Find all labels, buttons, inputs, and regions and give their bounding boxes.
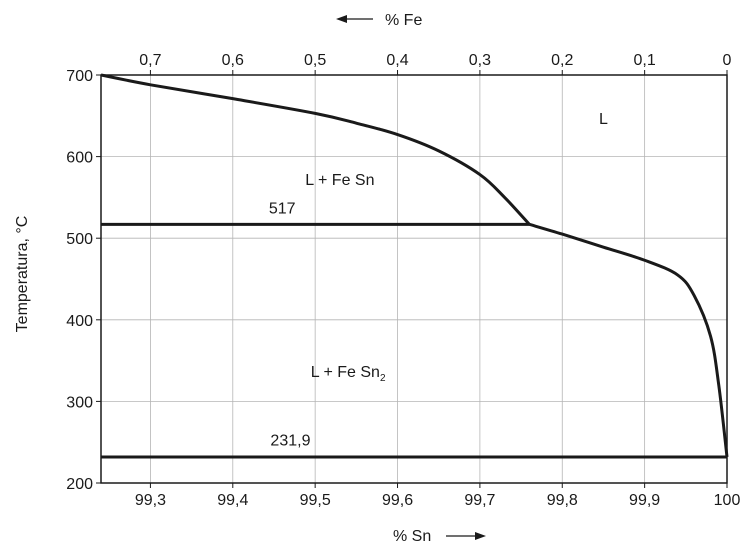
sn-direction-arrow-head: [475, 532, 486, 540]
x-tick-label: 100: [714, 492, 741, 509]
x-tick-label: 99,3: [135, 492, 166, 509]
x-tick-label: 99,9: [629, 492, 660, 509]
x2-tick-label: 0,4: [386, 52, 408, 69]
y-axis-title: Temperatura, °C: [14, 216, 31, 333]
region-label: 231,9: [270, 432, 310, 449]
region-label-subscript: 2: [380, 373, 386, 384]
x2-tick-label: 0,1: [634, 52, 656, 69]
y-tick-label: 300: [66, 394, 93, 411]
y-tick-label: 600: [66, 150, 93, 167]
phase-boundaries: [100, 73, 729, 459]
region-label: 517: [269, 201, 296, 218]
x2-tick-label: 0,5: [304, 52, 326, 69]
region-label: L + Fe Sn: [305, 172, 374, 189]
y-tick-label: 700: [66, 68, 93, 85]
phase-boundary-1: [100, 73, 531, 226]
top-axis-title: % Fe: [385, 12, 422, 29]
axis-ticks: [96, 70, 728, 488]
fe-direction-arrow-head: [336, 15, 347, 23]
x2-tick-label: 0,6: [222, 52, 244, 69]
x2-tick-label: 0,3: [469, 52, 491, 69]
phase-boundary-2: [528, 222, 729, 458]
x-tick-label: 99,7: [464, 492, 495, 509]
y-tick-label: 400: [66, 313, 93, 330]
bottom-axis-title: % Sn: [393, 528, 431, 544]
grid: [101, 74, 728, 484]
x-tick-label: 99,5: [300, 492, 331, 509]
x-tick-label: 99,4: [217, 492, 248, 509]
annotations: L L + Fe Sn 517 L + Fe Sn2 231,9: [269, 111, 608, 450]
y-tick-label: 200: [66, 476, 93, 493]
x2-tick-label: 0,7: [139, 52, 161, 69]
x-tick-label: 99,6: [382, 492, 413, 509]
tick-labels: 99,3 99,4 99,5 99,6 99,7 99,8 99,9 100 200 300 400…: [66, 52, 740, 509]
region-label: L + Fe Sn2: [311, 364, 386, 384]
x2-tick-label: 0: [723, 52, 732, 69]
x-tick-label: 99,8: [547, 492, 578, 509]
x2-tick-label: 0,2: [551, 52, 573, 69]
plot-frame: [100, 74, 728, 484]
y-tick-label: 500: [66, 231, 93, 248]
region-label: L: [599, 111, 608, 128]
